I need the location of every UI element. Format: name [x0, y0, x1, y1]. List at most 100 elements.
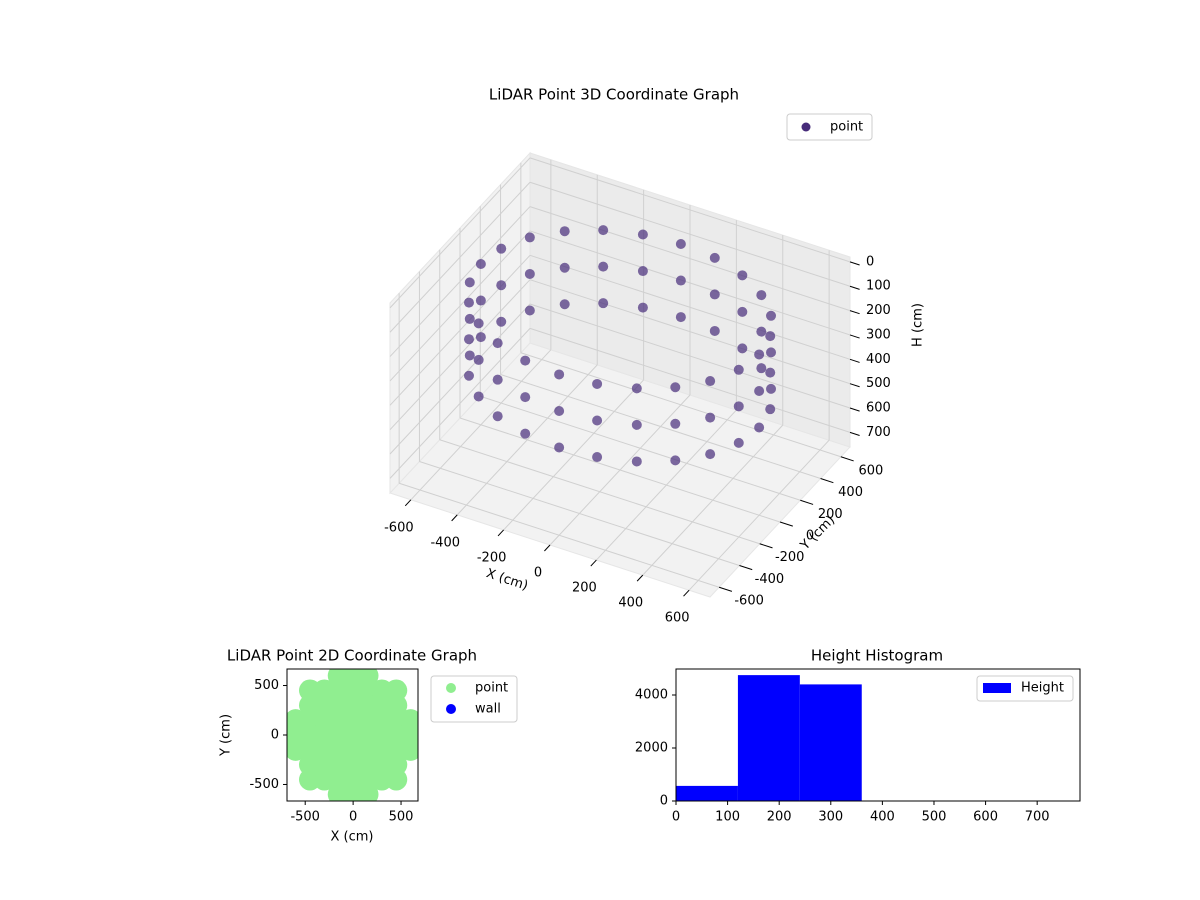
z-axis-label: H (cm) — [911, 303, 926, 347]
point — [492, 374, 503, 385]
y-tick-label: 0 — [660, 794, 668, 809]
point — [766, 347, 777, 358]
tick-mark — [849, 431, 860, 436]
x-tick-label: 100 — [715, 810, 740, 825]
point — [496, 280, 507, 291]
tick-mark — [840, 456, 854, 462]
point — [492, 411, 503, 422]
point — [554, 405, 565, 416]
tick-mark — [849, 358, 860, 363]
y-tick-label: -400 — [755, 572, 785, 587]
grid-line — [529, 327, 851, 433]
point — [496, 316, 507, 327]
point — [520, 428, 531, 439]
x-tick-label: -400 — [430, 535, 460, 550]
point — [754, 349, 765, 360]
legend-marker — [801, 122, 811, 132]
x-tick-label: 200 — [572, 581, 597, 596]
point — [756, 290, 767, 301]
point — [705, 449, 716, 460]
grid-line — [529, 230, 851, 336]
tick-mark — [779, 521, 793, 527]
x-tick-label: 0 — [672, 810, 680, 825]
z-tick-label: 300 — [866, 327, 891, 342]
grid-line — [439, 439, 760, 545]
chart-title: LiDAR Point 2D Coordinate Graph — [227, 647, 477, 665]
point — [709, 325, 720, 336]
x-tick-label: 0 — [349, 810, 357, 825]
point — [356, 783, 379, 801]
point — [598, 225, 609, 236]
grid-line — [529, 157, 851, 263]
point — [524, 268, 535, 279]
point — [464, 313, 475, 324]
point — [385, 768, 408, 791]
point — [473, 318, 484, 329]
point — [756, 326, 767, 337]
point — [670, 418, 681, 429]
point — [754, 422, 765, 433]
tick-mark — [849, 334, 860, 339]
legend-label: point — [830, 120, 863, 135]
y-tick-label: -600 — [734, 594, 764, 609]
point — [524, 232, 535, 243]
z-tick-label: 100 — [866, 279, 891, 294]
x-tick-label: -500 — [290, 810, 320, 825]
legend-label: Height — [1021, 681, 1064, 696]
grid-line — [459, 417, 781, 523]
tick-mark — [544, 544, 551, 552]
y-tick-label: -200 — [775, 550, 805, 565]
tick-mark — [683, 589, 690, 597]
point — [559, 226, 570, 237]
point — [756, 363, 767, 374]
grid-line — [500, 374, 821, 479]
y-tick-label: 400 — [838, 485, 863, 500]
point — [524, 305, 535, 316]
point — [463, 297, 474, 308]
z-tick-label: 200 — [866, 303, 891, 318]
point — [496, 243, 507, 254]
point — [520, 392, 531, 403]
x-tick-label: -200 — [477, 550, 507, 565]
point — [637, 302, 648, 313]
point — [631, 456, 642, 467]
legend: point wall — [430, 675, 518, 723]
legend-label: wall — [475, 702, 501, 717]
grid-line — [389, 157, 531, 309]
plot-area — [287, 669, 418, 801]
tick-mark — [849, 407, 860, 412]
y-tick-label: 2000 — [635, 740, 668, 755]
bar — [737, 675, 800, 801]
grid-line — [529, 303, 851, 409]
point — [473, 391, 484, 402]
tick-mark — [800, 499, 814, 505]
point — [475, 332, 486, 343]
point — [399, 738, 418, 761]
tick-mark — [849, 285, 860, 290]
point — [631, 383, 642, 394]
legend-frame — [786, 113, 873, 141]
tick-mark — [404, 499, 412, 507]
point — [733, 364, 744, 375]
point — [592, 378, 603, 389]
point — [675, 275, 686, 286]
x-tick-label: 0 — [534, 566, 542, 581]
point — [754, 385, 765, 396]
chart-title: Height Histogram — [811, 647, 943, 665]
tick-mark — [718, 586, 733, 592]
y-tick-label: 0 — [271, 728, 279, 743]
x-tick-label: -600 — [384, 520, 414, 535]
grid-line — [389, 254, 531, 406]
point — [733, 437, 744, 448]
point — [631, 419, 642, 430]
x-tick-label: 500 — [922, 810, 947, 825]
grid-line — [389, 279, 531, 431]
y-tick-label: 200 — [818, 507, 843, 522]
point — [475, 259, 486, 270]
point — [737, 306, 748, 317]
tick-mark — [759, 543, 773, 549]
x-tick-label: 600 — [973, 810, 998, 825]
point — [709, 289, 720, 300]
grid-line — [529, 254, 851, 360]
x-axis-label: X (cm) — [484, 566, 530, 594]
